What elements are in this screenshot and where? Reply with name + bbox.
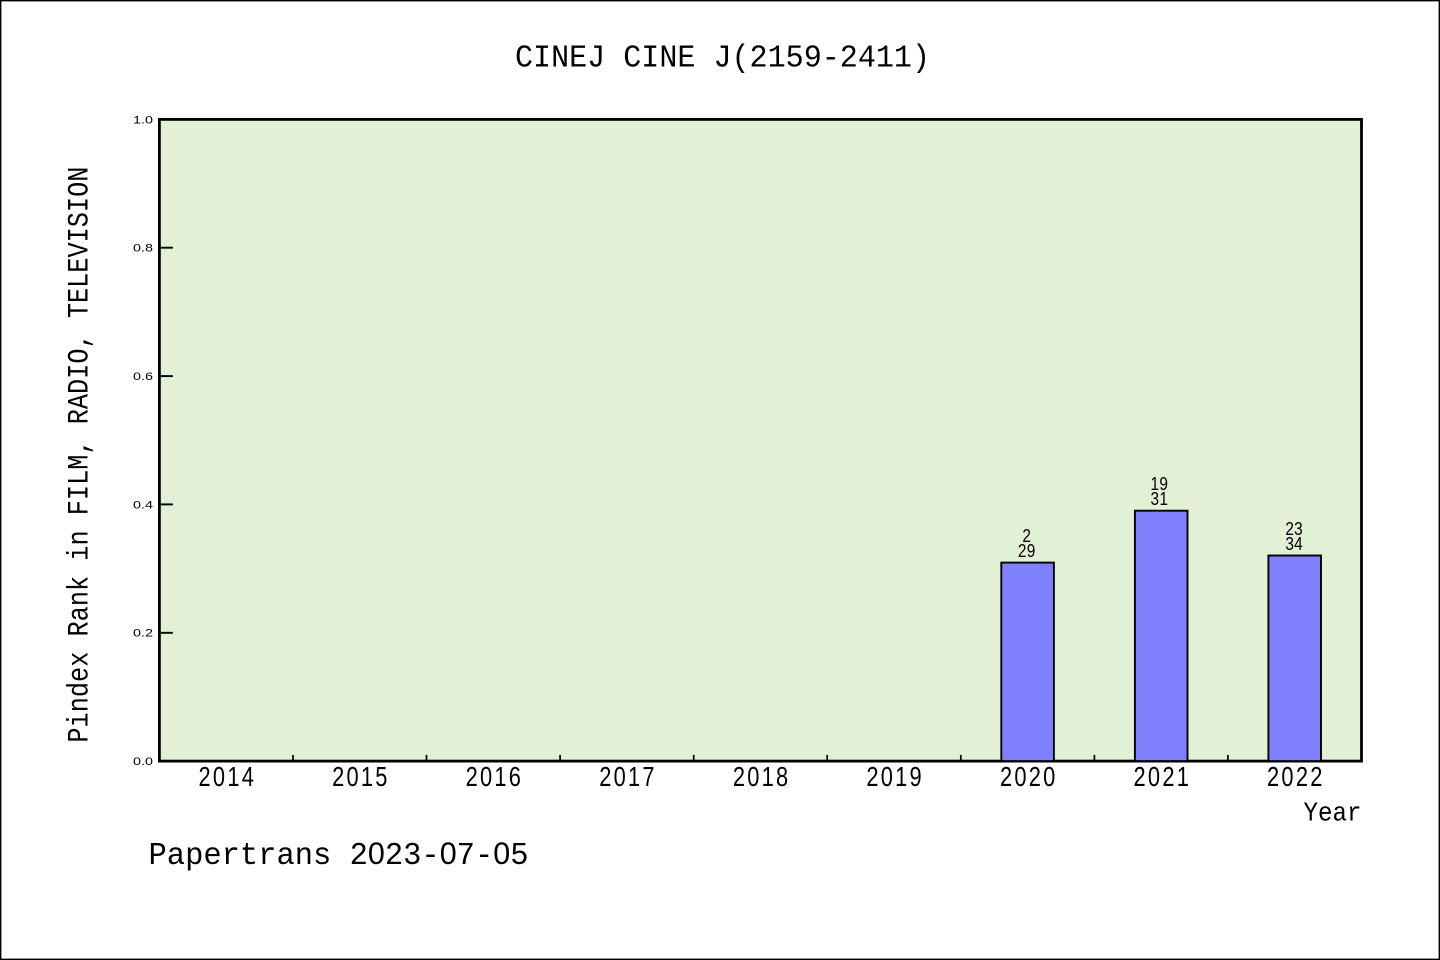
svg-text:Year: Year <box>1304 799 1362 829</box>
svg-text:Pindex Rank in FILM, RADIO, TE: Pindex Rank in FILM, RADIO, TELEVISION <box>63 167 97 743</box>
svg-text:CINEJ CINE J(2159-2411): CINEJ CINE J(2159-2411) <box>515 41 930 76</box>
svg-text:2018: 2018 <box>733 763 791 793</box>
svg-text:2019: 2019 <box>866 763 924 793</box>
svg-text:34: 34 <box>1285 534 1303 555</box>
svg-text:0.8: 0.8 <box>133 243 153 255</box>
svg-text:2015: 2015 <box>332 763 390 793</box>
svg-text:19: 19 <box>1151 474 1169 495</box>
svg-text:2016: 2016 <box>466 763 524 793</box>
svg-text:31: 31 <box>1151 489 1169 510</box>
svg-text:2017: 2017 <box>599 763 657 793</box>
svg-text:23: 23 <box>1285 519 1303 540</box>
svg-text:0.2: 0.2 <box>133 628 153 640</box>
svg-text:Papertrans 2023-07-05: Papertrans 2023-07-05 <box>149 835 529 874</box>
svg-text:0.0: 0.0 <box>133 756 153 768</box>
svg-text:2: 2 <box>1022 526 1031 547</box>
svg-text:2021: 2021 <box>1134 763 1192 793</box>
svg-text:0.6: 0.6 <box>133 371 153 383</box>
svg-text:29: 29 <box>1018 541 1036 562</box>
svg-text:2022: 2022 <box>1267 763 1325 793</box>
svg-text:2020: 2020 <box>1000 763 1058 793</box>
svg-text:2014: 2014 <box>199 763 257 793</box>
svg-text:1.0: 1.0 <box>133 114 153 126</box>
svg-text:0.4: 0.4 <box>133 499 153 511</box>
